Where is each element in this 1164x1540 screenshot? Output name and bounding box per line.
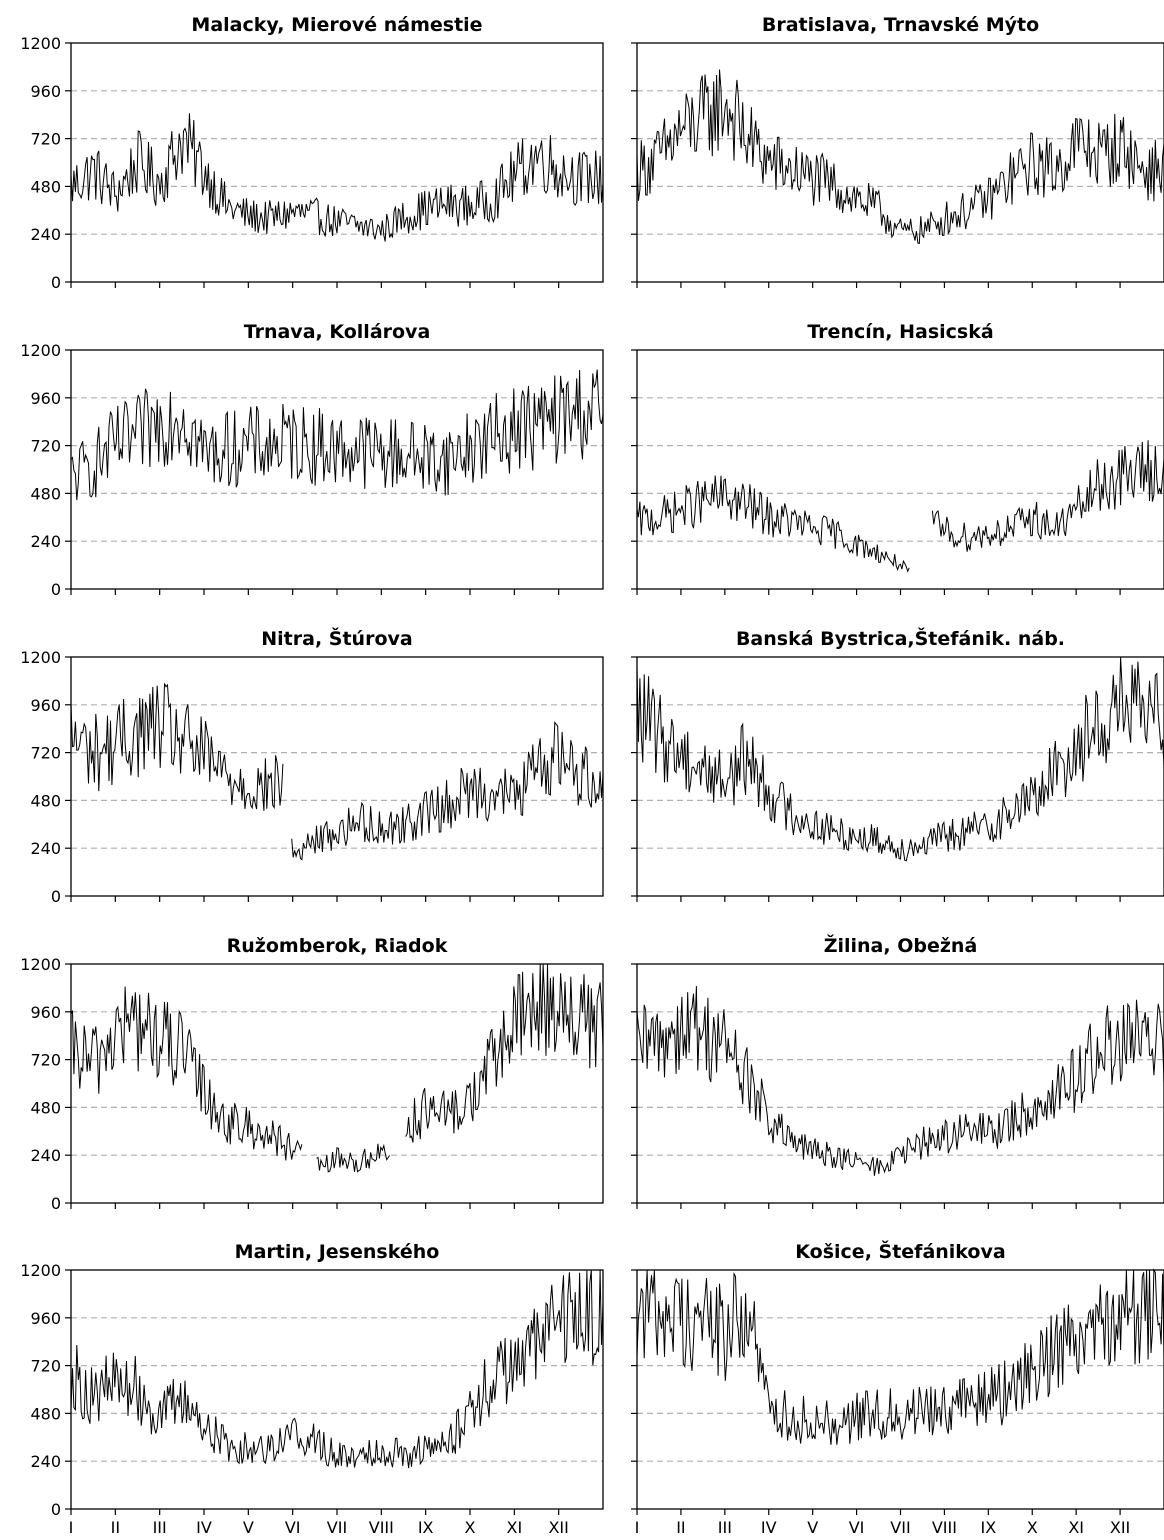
x-tick-label: IV xyxy=(761,1518,777,1537)
panel-title: Ružomberok, Riadok xyxy=(227,935,448,957)
y-tick-label: 0 xyxy=(51,1194,61,1213)
series-line xyxy=(70,1269,604,1469)
chart-panel-7: Ružomberok, Riadok 0 240 480 720 960 1200 xyxy=(20,935,604,1213)
y-tick-label: 480 xyxy=(30,791,61,810)
series-line xyxy=(636,986,1164,1176)
x-tick-label: V xyxy=(807,1518,818,1537)
axes-frame xyxy=(70,1269,604,1510)
x-tick-label: V xyxy=(243,1518,254,1537)
y-tick-label: 720 xyxy=(30,744,61,763)
x-tick-label: X xyxy=(1027,1518,1038,1537)
chart-panel-1: Malacky, Mierové námestie 0 240 480 720 960 12… xyxy=(20,14,604,292)
x-tick-label: IV xyxy=(196,1518,212,1537)
x-tick-label: VI xyxy=(285,1518,301,1537)
x-tick-label: II xyxy=(676,1518,685,1537)
x-tick-label: XII xyxy=(548,1518,568,1537)
x-tick-label: I xyxy=(635,1518,640,1537)
chart-panel-4: Trencín, Hasicská xyxy=(631,321,1164,595)
y-tick-label: 240 xyxy=(30,839,61,858)
y-tick-label: 960 xyxy=(30,389,61,408)
y-tick-label: 720 xyxy=(30,1357,61,1376)
y-tick-label: 0 xyxy=(51,1500,61,1519)
x-tick-label: XI xyxy=(506,1518,522,1537)
series-line xyxy=(70,986,303,1161)
panel-title: Martin, Jesenského xyxy=(235,1241,440,1263)
chart-panel-6: Banská Bystrica,Štefánik. náb. xyxy=(631,626,1164,902)
panel-title: Nitra, Štúrova xyxy=(261,626,412,650)
series-line xyxy=(70,113,604,242)
panel-title: Žilina, Obežná xyxy=(824,934,978,957)
panel-title: Trnava, Kollárova xyxy=(244,321,431,343)
y-tick-label: 1200 xyxy=(20,648,61,667)
series-line xyxy=(636,656,1164,862)
x-tick-label: IX xyxy=(980,1518,996,1537)
x-tick-label: I xyxy=(69,1518,74,1537)
chart-panel-3: Trnava, Kollárova 0 240 480 720 960 1200 xyxy=(20,321,604,599)
x-tick-label: VI xyxy=(849,1518,865,1537)
chart-panel-5: Nitra, Štúrova 0 240 480 720 960 1200 xyxy=(20,626,604,906)
x-tick-label: VII xyxy=(327,1518,347,1537)
y-tick-label: 1200 xyxy=(20,955,61,974)
y-tick-label: 0 xyxy=(51,580,61,599)
y-tick-label: 720 xyxy=(30,437,61,456)
panel-title: Košice, Štefánikova xyxy=(795,1239,1005,1263)
x-tick-label: VIII xyxy=(932,1518,957,1537)
x-tick-label: XII xyxy=(1110,1518,1130,1537)
series-line xyxy=(70,683,284,811)
chart-panel-2: Bratislava, Trnavské Mýto xyxy=(631,14,1164,288)
y-tick-label: 960 xyxy=(30,1003,61,1022)
x-tick-label: IX xyxy=(418,1518,434,1537)
x-tick-label: VIII xyxy=(369,1518,394,1537)
x-tick-label: X xyxy=(465,1518,476,1537)
series-line xyxy=(316,1143,391,1173)
y-tick-label: 960 xyxy=(30,1309,61,1328)
y-tick-label: 240 xyxy=(30,1146,61,1165)
y-tick-label: 1200 xyxy=(20,341,61,360)
panel-title: Trencín, Hasicská xyxy=(807,321,993,343)
x-tick-label: XI xyxy=(1068,1518,1084,1537)
y-tick-label: 0 xyxy=(51,273,61,292)
axes-frame xyxy=(636,349,1164,590)
series-line xyxy=(636,69,1164,245)
y-tick-label: 480 xyxy=(30,1098,61,1117)
series-line xyxy=(931,440,1164,552)
chart-panel-8: Žilina, Obežná xyxy=(631,934,1164,1209)
series-line xyxy=(291,720,604,861)
y-tick-label: 1200 xyxy=(20,1261,61,1280)
y-tick-label: 480 xyxy=(30,177,61,196)
panel-title: Banská Bystrica,Štefánik. náb. xyxy=(736,626,1065,650)
y-tick-label: 240 xyxy=(30,1452,61,1471)
series-line xyxy=(70,369,604,501)
x-tick-label: II xyxy=(111,1518,120,1537)
y-tick-label: 240 xyxy=(30,225,61,244)
y-tick-label: 0 xyxy=(51,887,61,906)
x-tick-label: III xyxy=(153,1518,167,1537)
series-line xyxy=(636,1268,1164,1445)
series-line xyxy=(405,963,604,1143)
y-tick-label: 960 xyxy=(30,82,61,101)
panel-title: Malacky, Mierové námestie xyxy=(191,14,482,36)
y-tick-label: 480 xyxy=(30,484,61,503)
series-line xyxy=(636,475,910,573)
y-tick-label: 240 xyxy=(30,532,61,551)
panel-title: Bratislava, Trnavské Mýto xyxy=(762,14,1039,36)
y-tick-label: 480 xyxy=(30,1404,61,1423)
x-tick-label: VII xyxy=(890,1518,910,1537)
y-tick-label: 720 xyxy=(30,130,61,149)
y-tick-label: 1200 xyxy=(20,34,61,53)
axes-frame xyxy=(70,349,604,590)
y-tick-label: 720 xyxy=(30,1051,61,1070)
x-tick-label: III xyxy=(718,1518,732,1537)
y-tick-label: 960 xyxy=(30,696,61,715)
